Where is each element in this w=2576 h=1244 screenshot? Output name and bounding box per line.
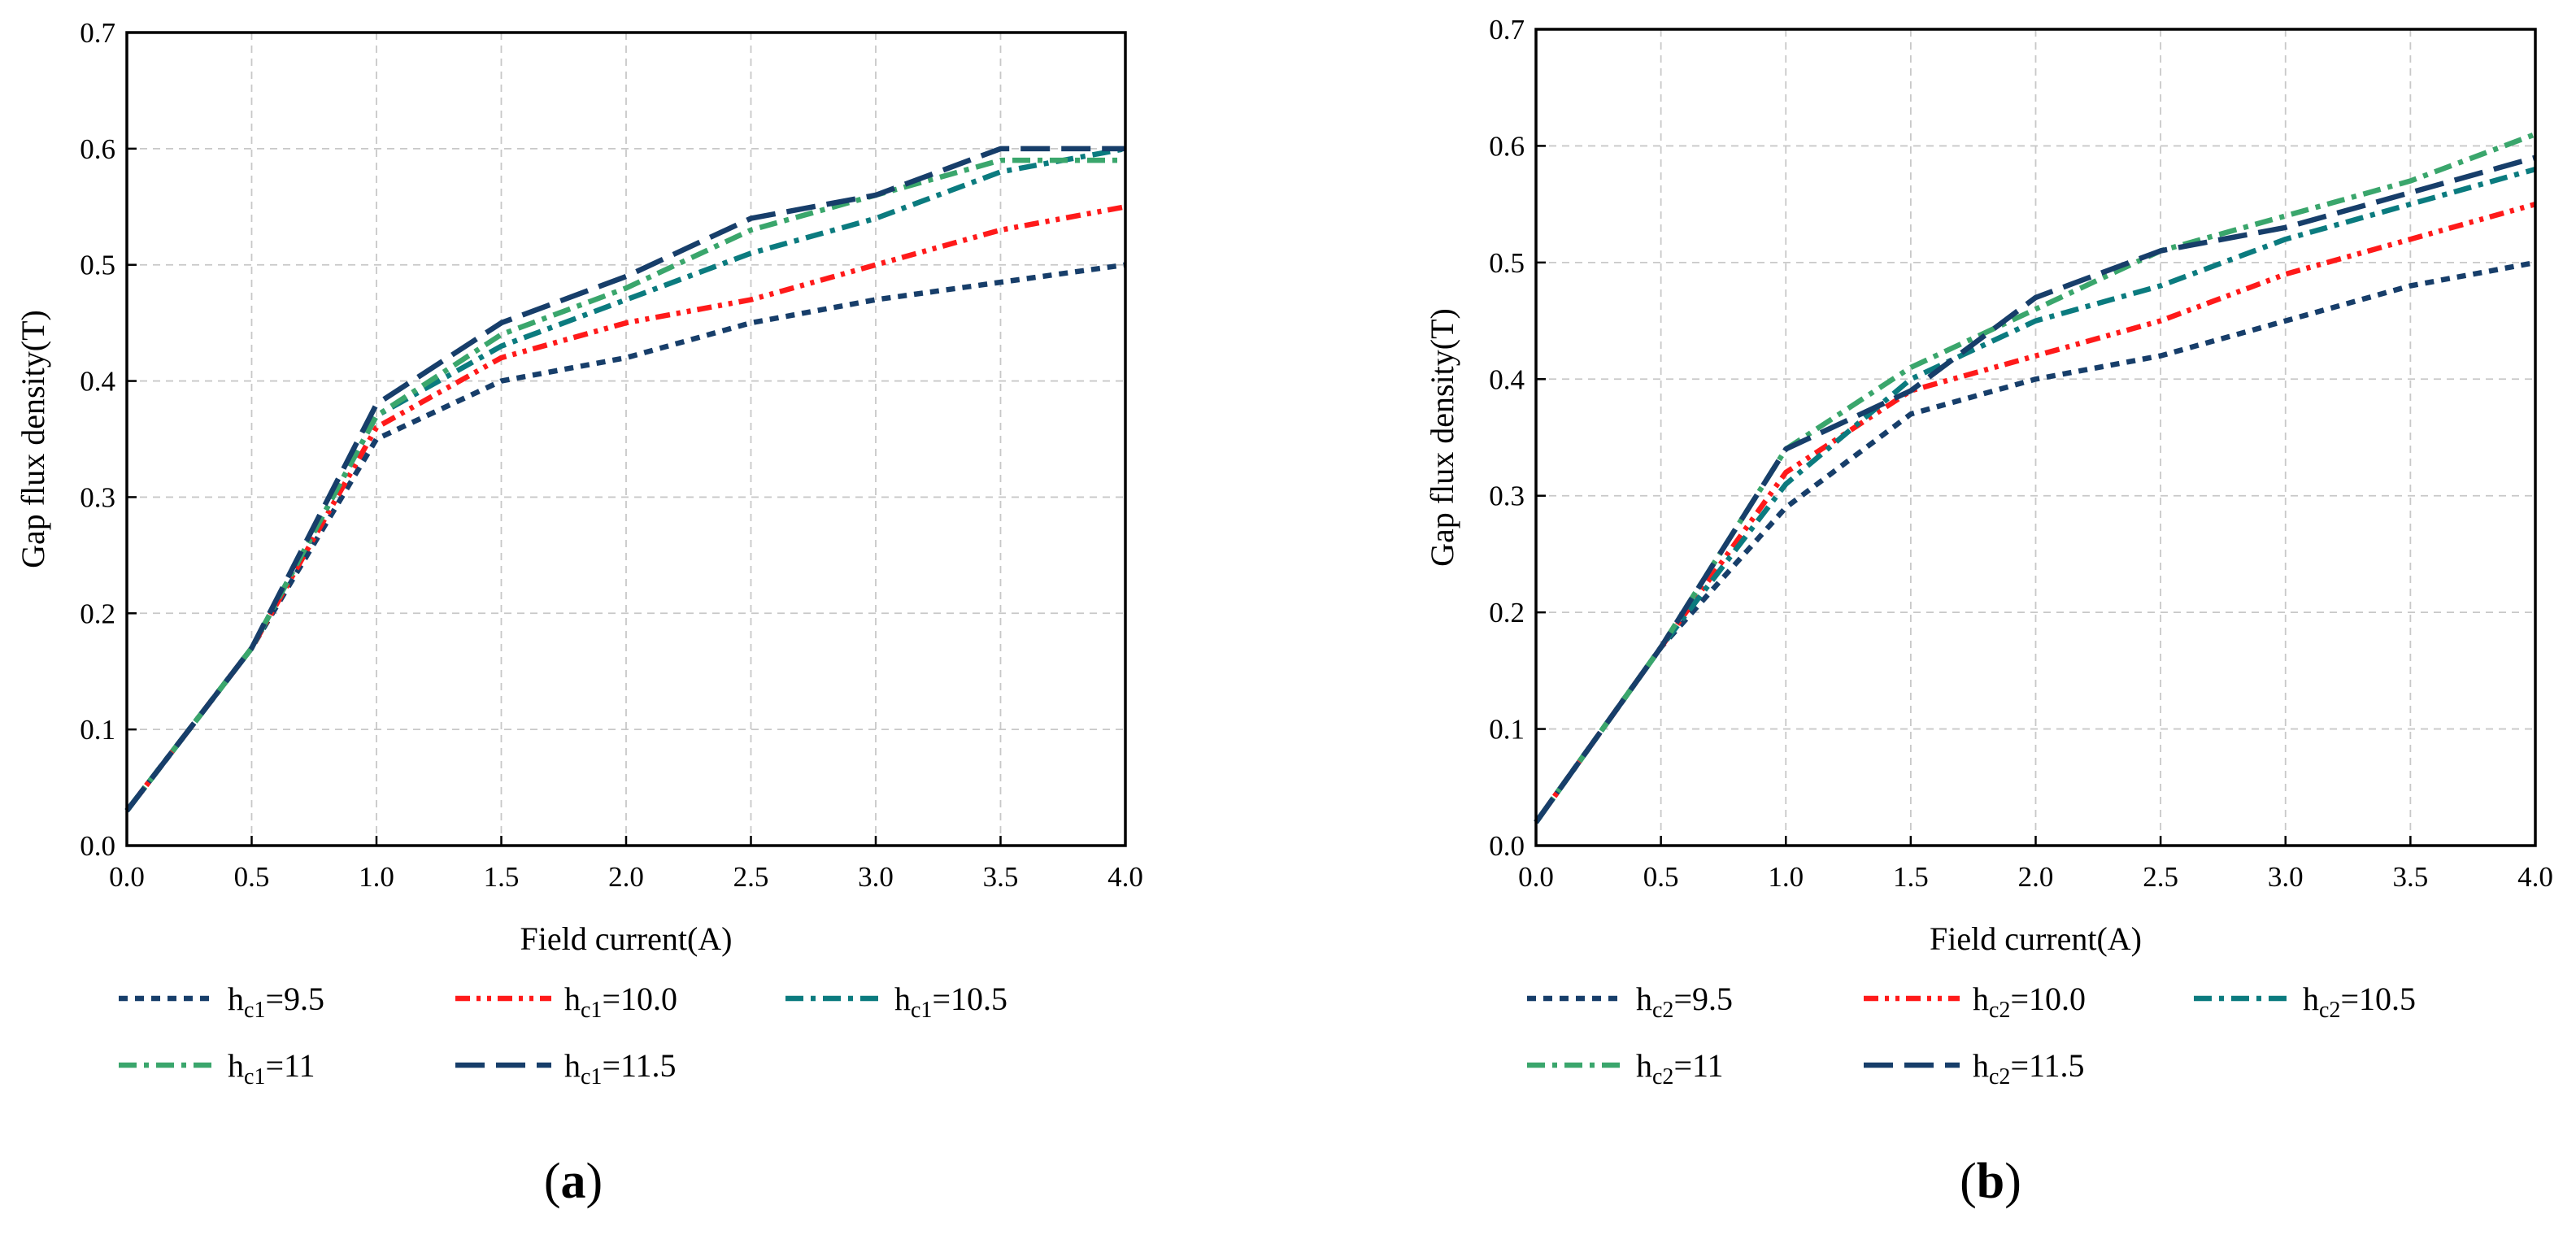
legend-label: hc2=11 bbox=[1636, 1047, 1724, 1090]
series-line-hc2=10.5 bbox=[1534, 166, 2536, 824]
legend-label: hc1=10.0 bbox=[564, 981, 677, 1023]
legend-item: hc1=10.5 bbox=[785, 981, 1007, 1023]
legend: hc1=9.5 hc1=10.0 hc1=10.5 hc1=11 hc1=11.5 bbox=[119, 981, 1007, 1090]
y-axis-label: Gap flux density(T) bbox=[15, 310, 51, 568]
legend-item: hc2=10.5 bbox=[2194, 981, 2416, 1023]
legend-label: hc1=9.5 bbox=[228, 981, 324, 1023]
y-tick-label: 0.0 bbox=[1489, 830, 1525, 862]
x-tick-label: 4.0 bbox=[1107, 861, 1143, 893]
y-tick-label: 0.6 bbox=[1489, 130, 1525, 162]
x-tick-label: 0.5 bbox=[234, 861, 270, 893]
x-tick-label: 3.0 bbox=[858, 861, 894, 893]
y-tick-label: 0.3 bbox=[80, 481, 115, 513]
y-tick-label: 0.5 bbox=[1489, 247, 1525, 279]
y-tick-label: 0.4 bbox=[80, 366, 115, 398]
legend: hc2=9.5 hc2=10.0 hc2=10.5 hc2=11 hc2=11.5 bbox=[1527, 981, 2416, 1090]
series-line-hc2=10.0 bbox=[1534, 201, 2536, 824]
y-tick-label: 0.1 bbox=[80, 714, 115, 746]
legend-label: hc1=11.5 bbox=[564, 1047, 677, 1090]
panel-label: (a) bbox=[544, 1154, 603, 1209]
x-axis-label: Field current(A) bbox=[520, 920, 732, 957]
y-tick-label: 0.2 bbox=[80, 598, 115, 629]
series-line-hc1=10.0 bbox=[124, 204, 1126, 813]
legend-item: hc1=11.5 bbox=[455, 1047, 677, 1090]
legend-item: hc2=9.5 bbox=[1527, 981, 1733, 1023]
y-axis-label: Gap flux density(T) bbox=[1424, 308, 1460, 567]
legend-item: hc2=11 bbox=[1527, 1047, 1724, 1090]
legend-item: hc1=11 bbox=[119, 1047, 315, 1090]
y-tick-label: 0.0 bbox=[80, 830, 115, 862]
y-tick-label: 0.1 bbox=[1489, 714, 1525, 746]
x-tick-label: 0.0 bbox=[1518, 861, 1554, 893]
y-tick-label: 0.5 bbox=[80, 250, 115, 281]
y-tick-label: 0.7 bbox=[80, 17, 115, 49]
series-line-hc2=9.5 bbox=[1534, 259, 2536, 824]
y-tick-label: 0.2 bbox=[1489, 597, 1525, 629]
x-tick-label: 0.5 bbox=[1643, 861, 1679, 893]
x-tick-label: 4.0 bbox=[2517, 861, 2553, 893]
x-tick-label: 1.0 bbox=[359, 861, 394, 893]
legend-item: hc1=9.5 bbox=[119, 981, 324, 1023]
series-line-hc1=11 bbox=[124, 157, 1125, 813]
series-line-hc2=11.5 bbox=[1534, 154, 2536, 824]
series-line-hc2=11 bbox=[1534, 132, 2537, 824]
x-tick-label: 2.0 bbox=[608, 861, 644, 893]
y-tick-label: 0.3 bbox=[1489, 481, 1525, 512]
x-tick-label: 3.0 bbox=[2268, 861, 2304, 893]
x-tick-label: 1.5 bbox=[1893, 861, 1929, 893]
x-axis-label: Field current(A) bbox=[1930, 920, 2142, 957]
x-tick-label: 2.5 bbox=[2143, 861, 2178, 893]
x-tick-label: 2.0 bbox=[2018, 861, 2054, 893]
panel-label: (b) bbox=[1960, 1154, 2021, 1209]
legend-label: hc1=11 bbox=[228, 1047, 315, 1090]
legend-label: hc2=9.5 bbox=[1636, 981, 1733, 1023]
legend-item: hc2=11.5 bbox=[1864, 1047, 2085, 1090]
x-tick-label: 2.5 bbox=[733, 861, 769, 893]
legend-label: hc2=10.5 bbox=[2303, 981, 2416, 1023]
x-tick-label: 1.5 bbox=[484, 861, 520, 893]
y-tick-label: 0.4 bbox=[1489, 363, 1525, 395]
legend-label: hc2=11.5 bbox=[1973, 1047, 2085, 1090]
chart-a: 0.0 0.5 1.0 1.5 2.0 2.5 3.0 3.5 4.0 0.0 0.1 0.2 0.3 0… bbox=[15, 17, 1143, 1209]
legend-label: hc1=10.5 bbox=[894, 981, 1007, 1023]
x-tick-label: 3.5 bbox=[2393, 861, 2429, 893]
legend-item: hc2=10.0 bbox=[1864, 981, 2086, 1023]
y-tick-label: 0.7 bbox=[1489, 14, 1525, 46]
chart-b: 0.0 0.5 1.0 1.5 2.0 2.5 3.0 3.5 4.0 0.0 0.1 0.2 0.3 0… bbox=[1424, 14, 2553, 1209]
y-tick-label: 0.6 bbox=[80, 133, 115, 165]
series-line-hc1=11.5 bbox=[124, 146, 1125, 813]
series-line-hc1=10.5 bbox=[124, 146, 1126, 813]
x-tick-label: 0.0 bbox=[109, 861, 145, 893]
x-tick-label: 3.5 bbox=[983, 861, 1019, 893]
legend-label: hc2=10.0 bbox=[1973, 981, 2086, 1023]
legend-item: hc1=10.0 bbox=[455, 981, 677, 1023]
x-tick-label: 1.0 bbox=[1768, 861, 1804, 893]
